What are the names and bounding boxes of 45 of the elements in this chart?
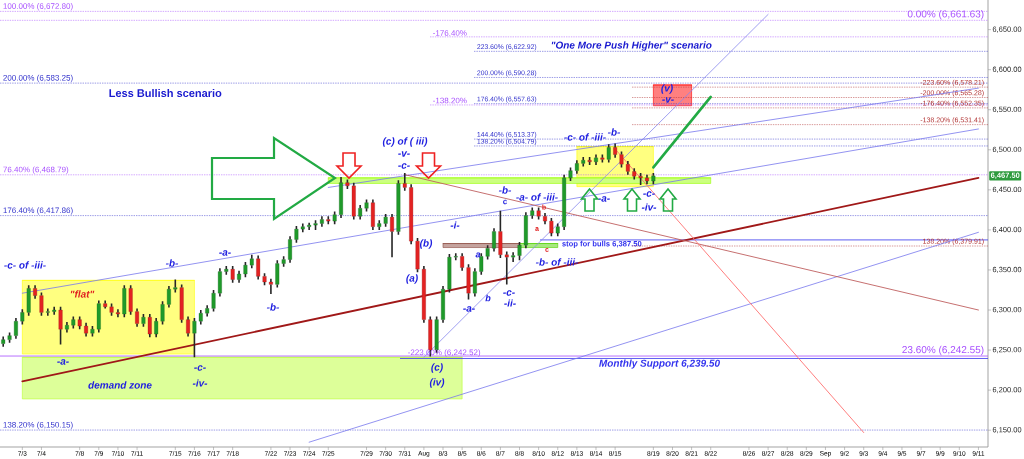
ref-line-label: 138.20% (6,150.15) <box>3 421 73 430</box>
ref-line-label: 0.00% (6,661.63) <box>907 10 984 20</box>
annotation: -c- of -iii- <box>564 133 606 141</box>
annotation: "One More Push Higher" scenario <box>551 41 712 51</box>
annotation: -c- <box>398 163 410 169</box>
annotation: (a) <box>406 274 418 284</box>
annotation: -a- of -iii- <box>516 193 558 201</box>
annotation: -c- <box>194 365 206 371</box>
annotation: b <box>485 294 491 302</box>
ref-line-label: 23.60% (6,242.55) <box>902 345 984 356</box>
ref-line-label: 200.00% (6,583.25) <box>3 74 73 83</box>
annotation: -i- <box>450 221 460 229</box>
annotation: -176.40% <box>433 30 467 36</box>
annotation: (v) <box>661 84 673 94</box>
annotation: Less Bullish scenario <box>109 88 222 98</box>
annotation: -c- <box>503 290 515 296</box>
annotation: -v- <box>398 151 410 157</box>
ref-line-label: 76.40% (6,468.79) <box>3 166 69 174</box>
ref-line-label: 176.40% (6,417.86) <box>3 207 73 215</box>
annotation: -b- <box>607 128 621 136</box>
annotation: -c- <box>643 191 655 197</box>
annotation: a <box>475 252 481 258</box>
annotation: -iv- <box>641 203 657 211</box>
annotation: (iv) <box>429 378 445 388</box>
annotation: -c- of -iii- <box>4 261 46 269</box>
annotation: "flat" <box>70 290 95 298</box>
annotation: -iv- <box>192 379 208 387</box>
annotation: -a- <box>57 359 69 365</box>
annotation: -b- <box>165 259 179 267</box>
annotation: (c) <box>431 363 443 373</box>
annotation: -b- <box>266 303 280 311</box>
annotation: demand zone <box>88 381 152 389</box>
annotation: -a- <box>598 196 610 202</box>
ref-line-label: 100.00% (6,672.80) <box>3 3 73 11</box>
annotation: -b- <box>498 186 512 194</box>
annotation: (c) of ( iii) <box>382 137 428 147</box>
ref-line-label: Monthly Support 6,239.50 <box>599 359 720 369</box>
annotation: (b) <box>419 239 433 249</box>
annotation: -ii- <box>504 299 516 307</box>
annotation: c <box>503 199 507 205</box>
annotation: -b- of -iii- <box>535 258 579 266</box>
annotation: -a- <box>219 250 231 256</box>
annotation: -138.20% <box>433 97 467 104</box>
annotation: -a- <box>463 306 475 312</box>
annotation: -v- <box>662 97 674 103</box>
